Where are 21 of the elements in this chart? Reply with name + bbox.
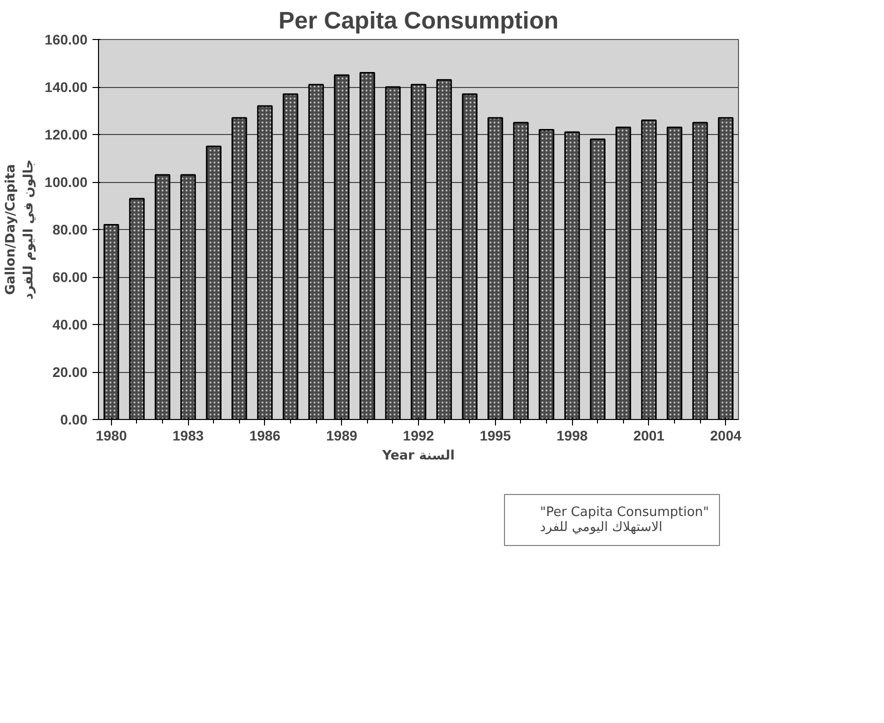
x-axis-title: Year السنة bbox=[381, 448, 455, 464]
y-tick-label: 0.00 bbox=[60, 412, 88, 428]
x-tick-label: 1983 bbox=[172, 428, 204, 444]
x-tick-label: 1980 bbox=[96, 428, 128, 444]
y-tick-label: 120.00 bbox=[44, 126, 88, 142]
x-tick-label: 1986 bbox=[249, 428, 281, 444]
y-tick-label: 40.00 bbox=[52, 316, 88, 332]
y-tick-label: 100.00 bbox=[44, 174, 88, 190]
x-tick-label: 2001 bbox=[633, 428, 665, 444]
y-tick-label: 140.00 bbox=[44, 79, 88, 95]
x-tick-label: 1995 bbox=[480, 428, 512, 444]
y-tick-label: 60.00 bbox=[52, 269, 88, 285]
x-tick-label: 2004 bbox=[710, 428, 742, 444]
x-tick-label: 1992 bbox=[402, 428, 434, 444]
text: "Per Capita Consumption" الاستهلاك اليومي للفرد bbox=[540, 505, 709, 535]
x-tick-label: 1998 bbox=[556, 428, 588, 444]
y-tick-label: 160.00 bbox=[44, 32, 88, 48]
y-tick-label: 20.00 bbox=[52, 364, 88, 380]
y-tick-label: 80.00 bbox=[52, 222, 88, 238]
chart-title: Per Capita Consumption bbox=[278, 8, 559, 34]
x-tick-label: 1989 bbox=[326, 428, 358, 444]
